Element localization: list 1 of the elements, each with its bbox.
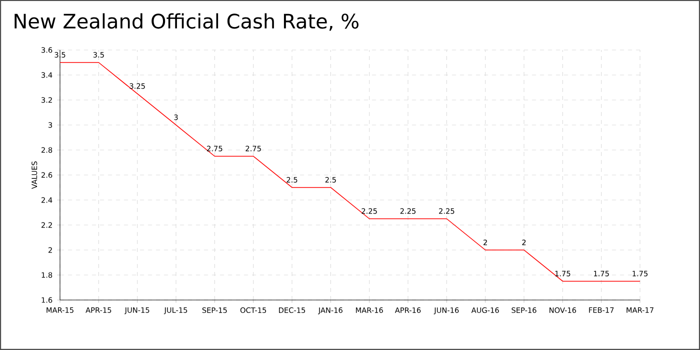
- chart-title: New Zealand Official Cash Rate, %: [14, 13, 358, 31]
